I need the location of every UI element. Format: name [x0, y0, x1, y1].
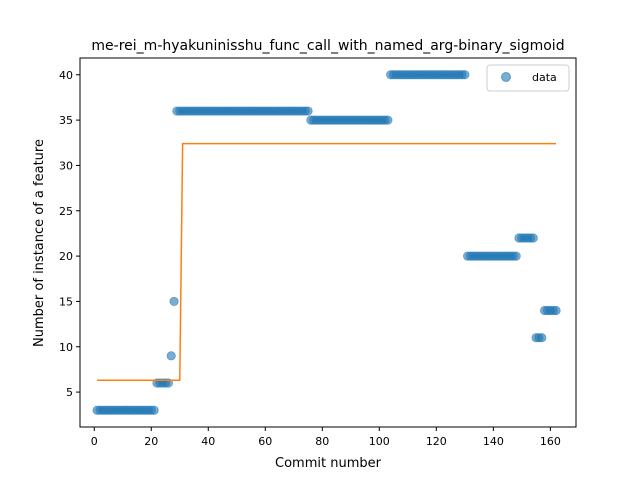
x-tick-label: 20: [144, 435, 158, 448]
legend-box: [486, 64, 570, 92]
plot-area: [92, 70, 561, 415]
data-point: [528, 233, 538, 243]
x-tick-label: 140: [483, 435, 504, 448]
y-tick-label: 35: [59, 114, 73, 127]
y-tick-label: 10: [59, 341, 73, 354]
x-tick-label: 40: [201, 435, 215, 448]
x-tick-label: 60: [258, 435, 272, 448]
x-tick-label: 80: [315, 435, 329, 448]
y-axis: 5 10 15 20 25 30 35 40: [59, 69, 80, 399]
y-tick-label: 15: [59, 295, 73, 308]
data-point: [169, 296, 179, 307]
x-axis-label: Commit number: [275, 456, 382, 471]
legend: data: [486, 64, 570, 92]
x-tick-label: 160: [540, 435, 561, 448]
y-tick-label: 40: [59, 69, 73, 82]
y-tick-label: 25: [59, 205, 73, 218]
legend-data-label: data: [532, 71, 557, 84]
legend-data-marker: [501, 72, 511, 82]
x-tick-label: 100: [369, 435, 390, 448]
fit-line: [97, 142, 557, 382]
data-point: [511, 251, 521, 261]
y-axis-label: Number of instance of a feature: [32, 139, 47, 347]
y-tick-label: 20: [59, 250, 73, 263]
data-point: [383, 115, 393, 125]
chart-title: me-rei_m-hyakuninisshu_func_call_with_na…: [91, 38, 564, 54]
y-tick-label: 30: [59, 159, 73, 172]
y-tick-label: 5: [66, 386, 73, 399]
data-point: [551, 305, 561, 316]
data-point: [149, 405, 159, 415]
plot-frame: [79, 57, 577, 428]
data-point: [460, 70, 470, 80]
x-axis: 0 20 40 60 80 100 120 140 160: [91, 427, 561, 448]
data-point: [166, 351, 176, 361]
data-point: [537, 333, 547, 343]
x-tick-label: 0: [91, 435, 98, 448]
data-point: [303, 106, 313, 116]
x-tick-label: 120: [426, 435, 447, 448]
